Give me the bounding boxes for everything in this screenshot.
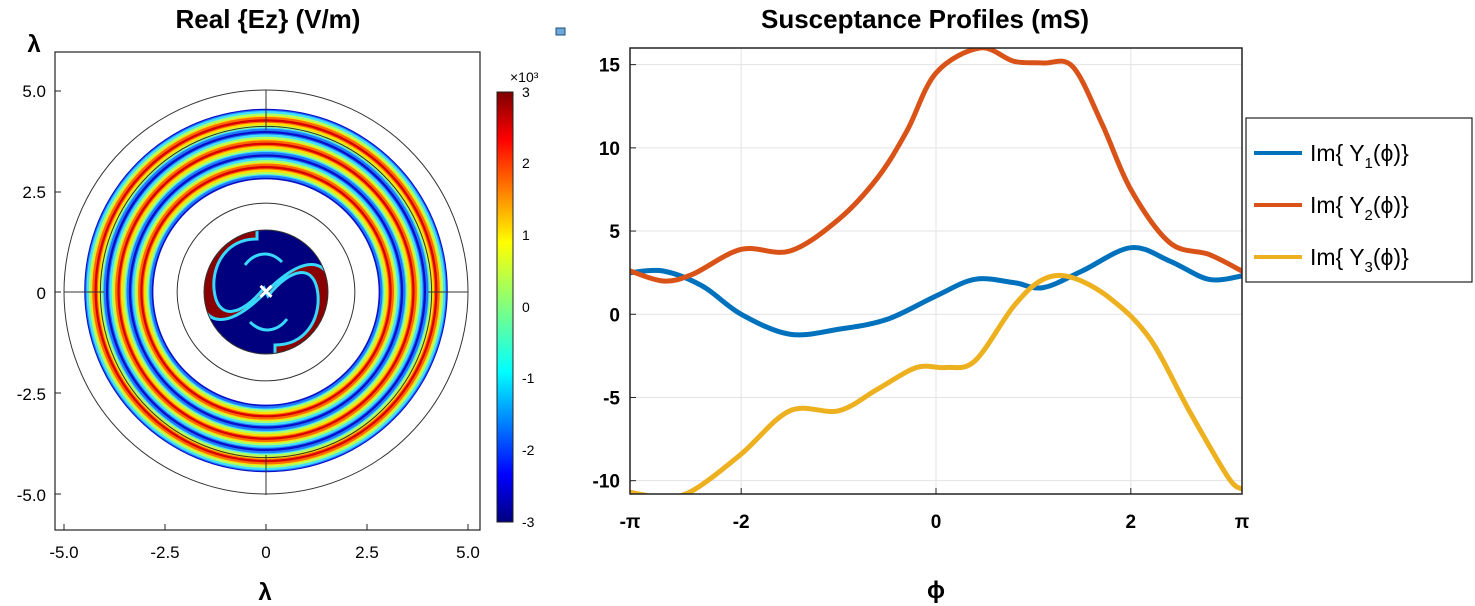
x-tick-label: -2 [733,512,750,533]
y-tick-label: -5.0 [17,486,46,505]
colorbar-tick: 1 [522,227,530,243]
y-tick-label: -5 [603,388,620,409]
legend-entries: Im{ Y1(ϕ)} Im{ Y2(ϕ)} Im{ Y3(ϕ)} [1254,140,1409,276]
x-tick-label: -5.0 [49,543,78,562]
field-map-y-ticks: 5.0 2.5 0 -2.5 -5.0 [17,82,61,505]
x-tick-label: 5.0 [456,543,480,562]
colorbar-multiplier: ×10³ [510,69,539,85]
y-tick-label: 5 [609,222,620,243]
colorbar-tick: 0 [522,299,530,315]
x-tick-label: -π [620,512,641,533]
x-tick-label: 0 [261,543,270,562]
legend-label: Im{ Y1(ϕ)} [1310,140,1409,172]
series-line-y3 [630,272,1242,494]
y-tick-label: 2.5 [22,183,46,202]
colorbar-tick: -3 [522,514,535,530]
y-tick-label: -2.5 [17,385,46,404]
x-tick-label: 0 [931,512,942,533]
y-tick-label: 10 [599,139,620,160]
colorbar: ×10³ 3 2 1 0 -1 -2 -3 [496,69,539,530]
outline-circle [176,202,356,382]
field-map-y-label: λ [27,31,40,58]
susceptance-x-label: ϕ [927,577,945,604]
susceptance-title: Susceptance Profiles (mS) [761,4,1089,34]
y-tick-label: 0 [609,305,620,326]
y-tick-label: 15 [599,56,621,77]
colorbar-gradient [496,91,514,523]
colorbar-tick: -2 [522,442,535,458]
y-tick-label: 5.0 [22,82,46,101]
susceptance-y-ticks: 15 10 5 0 -5 -10 [593,56,636,493]
y-tick-label: -10 [593,472,620,493]
series-layer [630,48,1242,494]
field-map-x-ticks: -5.0 -2.5 0 2.5 5.0 [49,524,480,562]
legend: Im{ Y1(ϕ)} Im{ Y2(ϕ)} Im{ Y3(ϕ)} [1245,117,1473,283]
legend-label: Im{ Y3(ϕ)} [1310,244,1409,276]
series-line-y1 [630,245,1242,338]
x-tick-label: -2.5 [150,543,179,562]
series-line-y2 [630,48,1242,284]
susceptance-panel: Susceptance Profiles (mS) -π -2 0 2 π 15 10 5 0… [593,4,1473,604]
field-map-panel: Real {Ez} (V/m) × -5.0 -2.5 0 2.5 5.0 [17,4,566,606]
x-tick-label: π [1235,512,1250,533]
y-tick-label: 0 [37,284,46,303]
legend-label: Im{ Y2(ϕ)} [1310,192,1409,224]
field-map-title: Real {Ez} (V/m) [176,4,361,34]
colorbar-tick: -1 [522,370,535,386]
colorbar-tick: 3 [522,84,530,100]
colorbar-tick: 2 [522,155,530,171]
source-marker: × [258,276,273,306]
x-tick-label: 2.5 [355,543,379,562]
field-map-x-label: λ [258,579,271,606]
field-map-axes [54,51,481,531]
small-window-icon [555,27,566,36]
x-tick-label: 2 [1126,512,1137,533]
susceptance-x-ticks: -π -2 0 2 π [620,488,1250,533]
legend-box [1245,117,1473,283]
